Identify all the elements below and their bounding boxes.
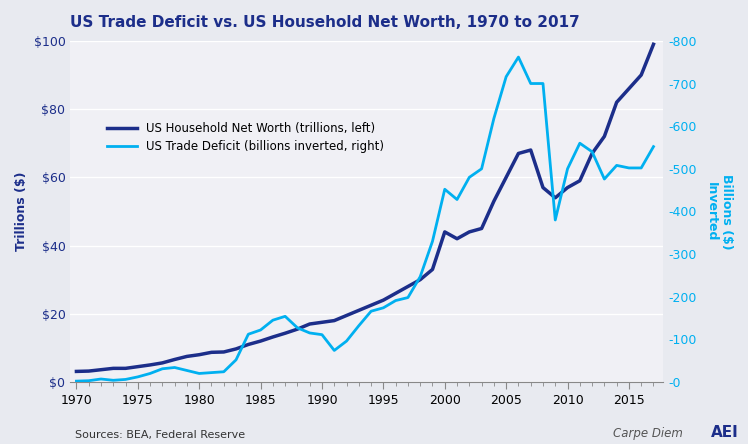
Y-axis label: Trillions ($): Trillions ($): [15, 172, 28, 251]
Legend: US Household Net Worth (trillions, left), US Trade Deficit (billions inverted, r: US Household Net Worth (trillions, left)…: [100, 115, 391, 160]
Text: Carpe Diem: Carpe Diem: [613, 427, 683, 440]
Text: US Trade Deficit vs. US Household Net Worth, 1970 to 2017: US Trade Deficit vs. US Household Net Wo…: [70, 15, 580, 30]
Text: Sources: BEA, Federal Reserve: Sources: BEA, Federal Reserve: [75, 429, 245, 440]
Text: AEI: AEI: [711, 424, 738, 440]
Y-axis label: Billions ($)
Inverted: Billions ($) Inverted: [705, 174, 733, 249]
